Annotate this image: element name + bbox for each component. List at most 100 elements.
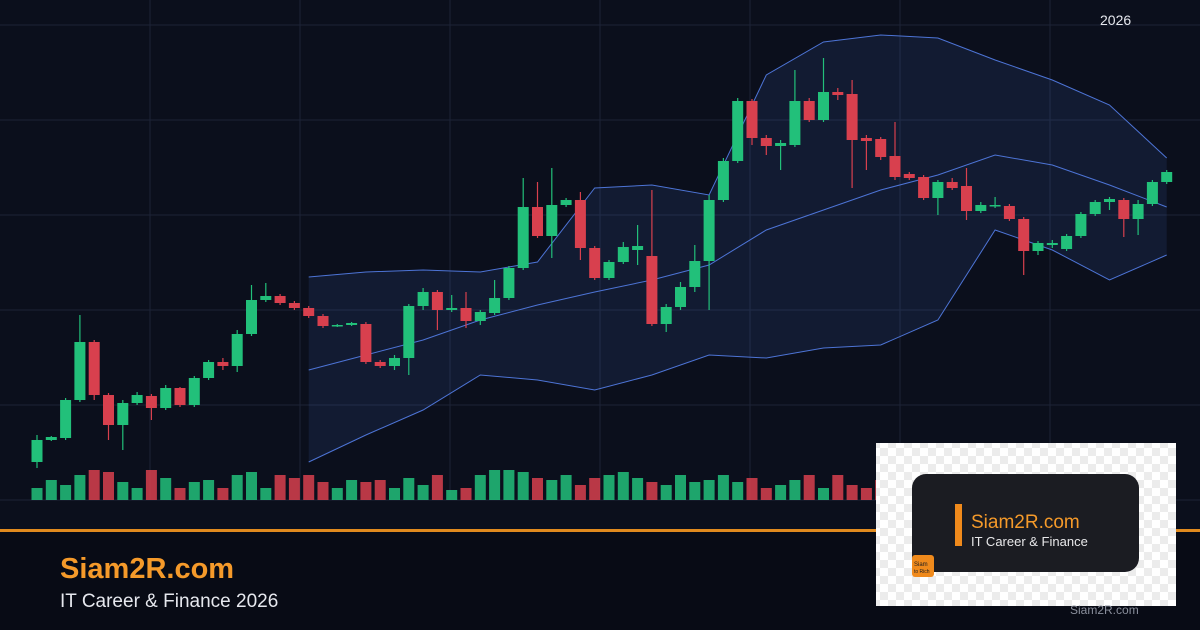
candle-body [217, 362, 229, 366]
candle-body [31, 440, 43, 462]
candle-body [603, 262, 615, 278]
volume-bar [732, 482, 744, 500]
volume-bar [746, 478, 758, 500]
candle-body [775, 143, 787, 146]
candle-body [532, 207, 543, 236]
volume-bar [260, 488, 272, 500]
candle-body [560, 200, 572, 205]
candle-body [617, 247, 629, 262]
candle-body [346, 323, 358, 325]
badge-icon [912, 555, 934, 577]
volume-bar [446, 490, 458, 500]
candle-body [517, 207, 529, 268]
candle-body [145, 396, 157, 408]
volume-bar [760, 488, 772, 500]
volume-bar [288, 478, 300, 500]
candle-body [589, 248, 601, 278]
candle-body [389, 358, 400, 366]
volume-bar [160, 478, 172, 500]
volume-bar [346, 480, 358, 500]
volume-bar [617, 472, 629, 500]
volume-bar [675, 475, 686, 500]
volume-bar [660, 485, 672, 500]
candle-body [632, 246, 644, 250]
volume-bar [60, 485, 72, 500]
volume-bar [846, 485, 858, 500]
candle-body [303, 308, 315, 316]
candle-body [1046, 243, 1058, 245]
candle-body [446, 308, 458, 310]
candle-body [946, 182, 958, 188]
candle-body [1018, 219, 1030, 251]
volume-bar [374, 480, 386, 500]
badge-accent [955, 504, 962, 546]
candle-body [88, 342, 100, 395]
volume-bar [274, 475, 286, 500]
candle-body [1118, 200, 1130, 219]
volume-bar [646, 482, 658, 500]
candle-body [103, 395, 114, 425]
candle-body [288, 303, 300, 308]
candle-body [717, 161, 729, 200]
candle-body [403, 306, 415, 358]
candle-body [474, 312, 486, 321]
volume-bar [217, 488, 229, 500]
candle-body [503, 268, 515, 298]
volume-bar [560, 475, 572, 500]
candle-body [818, 92, 829, 120]
candle-body [889, 156, 901, 177]
volume-bar [231, 475, 243, 500]
candle-body [1132, 204, 1144, 219]
candle-body [1061, 236, 1073, 249]
candle-body [431, 292, 443, 310]
watermark: Siam2R.com [1070, 603, 1139, 617]
volume-bar [689, 482, 701, 500]
volume-bar [503, 470, 515, 500]
candle-body [1089, 202, 1101, 214]
candle-body [360, 324, 372, 362]
candle-body [117, 403, 129, 425]
volume-bar [532, 478, 543, 500]
volume-bar [717, 475, 729, 500]
candle-body [918, 177, 930, 198]
volume-bar [589, 478, 601, 500]
candle-body [131, 395, 143, 403]
candle-body [374, 362, 386, 366]
badge-card [912, 474, 1139, 572]
volume-bar [131, 488, 143, 500]
candle-body [331, 325, 343, 327]
volume-bar [546, 480, 558, 500]
candle-body [989, 205, 1001, 207]
candle-body [74, 342, 86, 400]
candle-body [1104, 199, 1115, 202]
candle-body [703, 200, 715, 261]
candle-body [231, 334, 243, 366]
candle-body [174, 388, 186, 405]
volume-bar [103, 472, 114, 500]
volume-bar [775, 485, 787, 500]
brand-title: Siam2R.com [60, 553, 234, 585]
volume-bar [145, 470, 157, 500]
candle-body [760, 138, 772, 146]
volume-bar [188, 482, 200, 500]
volume-bar [389, 488, 400, 500]
candle-body [160, 388, 172, 408]
candle-body [1161, 172, 1173, 182]
candle-body [832, 92, 844, 95]
candle-body [1146, 182, 1158, 204]
volume-bar [31, 488, 43, 500]
volume-bar [489, 470, 501, 500]
candle-body [317, 316, 329, 326]
candle-body [803, 101, 815, 120]
volume-bar [246, 472, 257, 500]
brand-subtitle: IT Career & Finance 2026 [60, 591, 278, 612]
candle-body [60, 400, 72, 438]
badge-icon-line: Siam [914, 562, 928, 568]
candle-body [903, 174, 915, 178]
candle-body [574, 200, 586, 248]
volume-bar [818, 488, 829, 500]
candle-body [203, 362, 215, 378]
badge-icon-line: to Rich [914, 569, 930, 575]
volume-bar [632, 478, 644, 500]
candle-body [1075, 214, 1087, 236]
